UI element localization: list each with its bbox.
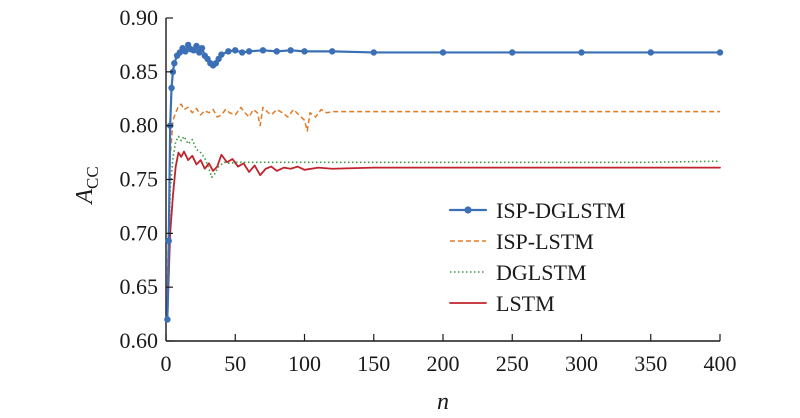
data-point: [329, 48, 336, 55]
legend-label: ISP-LSTM: [496, 229, 594, 254]
data-point: [439, 49, 447, 56]
y-tick-label: 0.85: [120, 59, 159, 84]
legend: ISP-DGLSTM ISP-LSTM DGLSTM LSTM: [448, 198, 626, 316]
series-layer: [164, 41, 724, 323]
legend-item-isp-dglstm: ISP-DGLSTM: [448, 198, 626, 223]
data-point: [287, 47, 294, 54]
y-tick-label: 0.80: [120, 113, 159, 138]
y-tick-label: 0.60: [120, 328, 159, 353]
plot-frame: [165, 18, 720, 342]
series-line-isp-dglstm: [166, 43, 722, 321]
x-tick-label: 400: [704, 351, 737, 376]
series-line-dglstm: [166, 135, 721, 320]
legend-item-dglstm: DGLSTM: [450, 260, 586, 285]
data-point: [164, 316, 171, 323]
x-tick-label: 50: [224, 351, 246, 376]
legend-item-isp-lstm: ISP-LSTM: [450, 229, 594, 254]
y-axis-label: ACC: [72, 166, 102, 205]
data-point: [168, 84, 175, 92]
legend-label: DGLSTM: [496, 260, 586, 285]
series-line-lstm: [166, 150, 721, 321]
x-tick-label: 300: [565, 351, 598, 376]
data-point: [171, 60, 178, 67]
data-point: [225, 48, 232, 55]
y-tick-label: 0.75: [120, 167, 159, 192]
series-lstm: [166, 150, 721, 321]
data-point: [301, 48, 308, 55]
data-point: [218, 51, 225, 58]
y-tick-label: 0.65: [120, 274, 159, 299]
x-tick-label: 350: [634, 351, 667, 376]
data-point: [578, 49, 585, 56]
legend-label: LSTM: [496, 291, 555, 316]
x-axis-label: n: [437, 389, 449, 415]
x-tick-label: 200: [427, 351, 460, 376]
axes-layer: 0.60 0.65 0.70 0.75 0.80 0.85 0.90 0 50 100 150 200…: [120, 5, 737, 376]
legend-item-lstm: LSTM: [449, 291, 555, 316]
data-point: [259, 47, 267, 54]
legend-label: ISP-DGLSTM: [496, 198, 626, 223]
data-point: [245, 48, 253, 55]
data-point: [273, 48, 280, 55]
data-point: [238, 49, 246, 56]
y-axis-label-main: A: [72, 189, 98, 206]
y-tick-label: 0.90: [120, 5, 159, 30]
data-point: [647, 49, 654, 56]
series-line-isp-lstm: [166, 103, 720, 288]
data-point: [716, 49, 724, 56]
x-tick-label: 250: [496, 351, 529, 376]
data-point: [182, 48, 189, 55]
data-point: [165, 237, 172, 245]
series-isp-dglstm: [164, 41, 724, 323]
data-point: [232, 47, 239, 54]
series-isp-lstm: [166, 103, 720, 288]
y-axis-label-sub: CC: [83, 166, 102, 189]
data-point: [370, 49, 377, 56]
x-tick-label: 100: [288, 351, 321, 376]
x-tick-label: 150: [357, 351, 390, 376]
x-tick-label: 0: [161, 351, 172, 376]
legend-marker: [464, 206, 472, 214]
data-point: [198, 44, 206, 52]
y-tick-label: 0.70: [120, 220, 159, 245]
data-point: [509, 49, 516, 56]
data-point: [193, 42, 200, 50]
series-dglstm: [166, 135, 721, 320]
